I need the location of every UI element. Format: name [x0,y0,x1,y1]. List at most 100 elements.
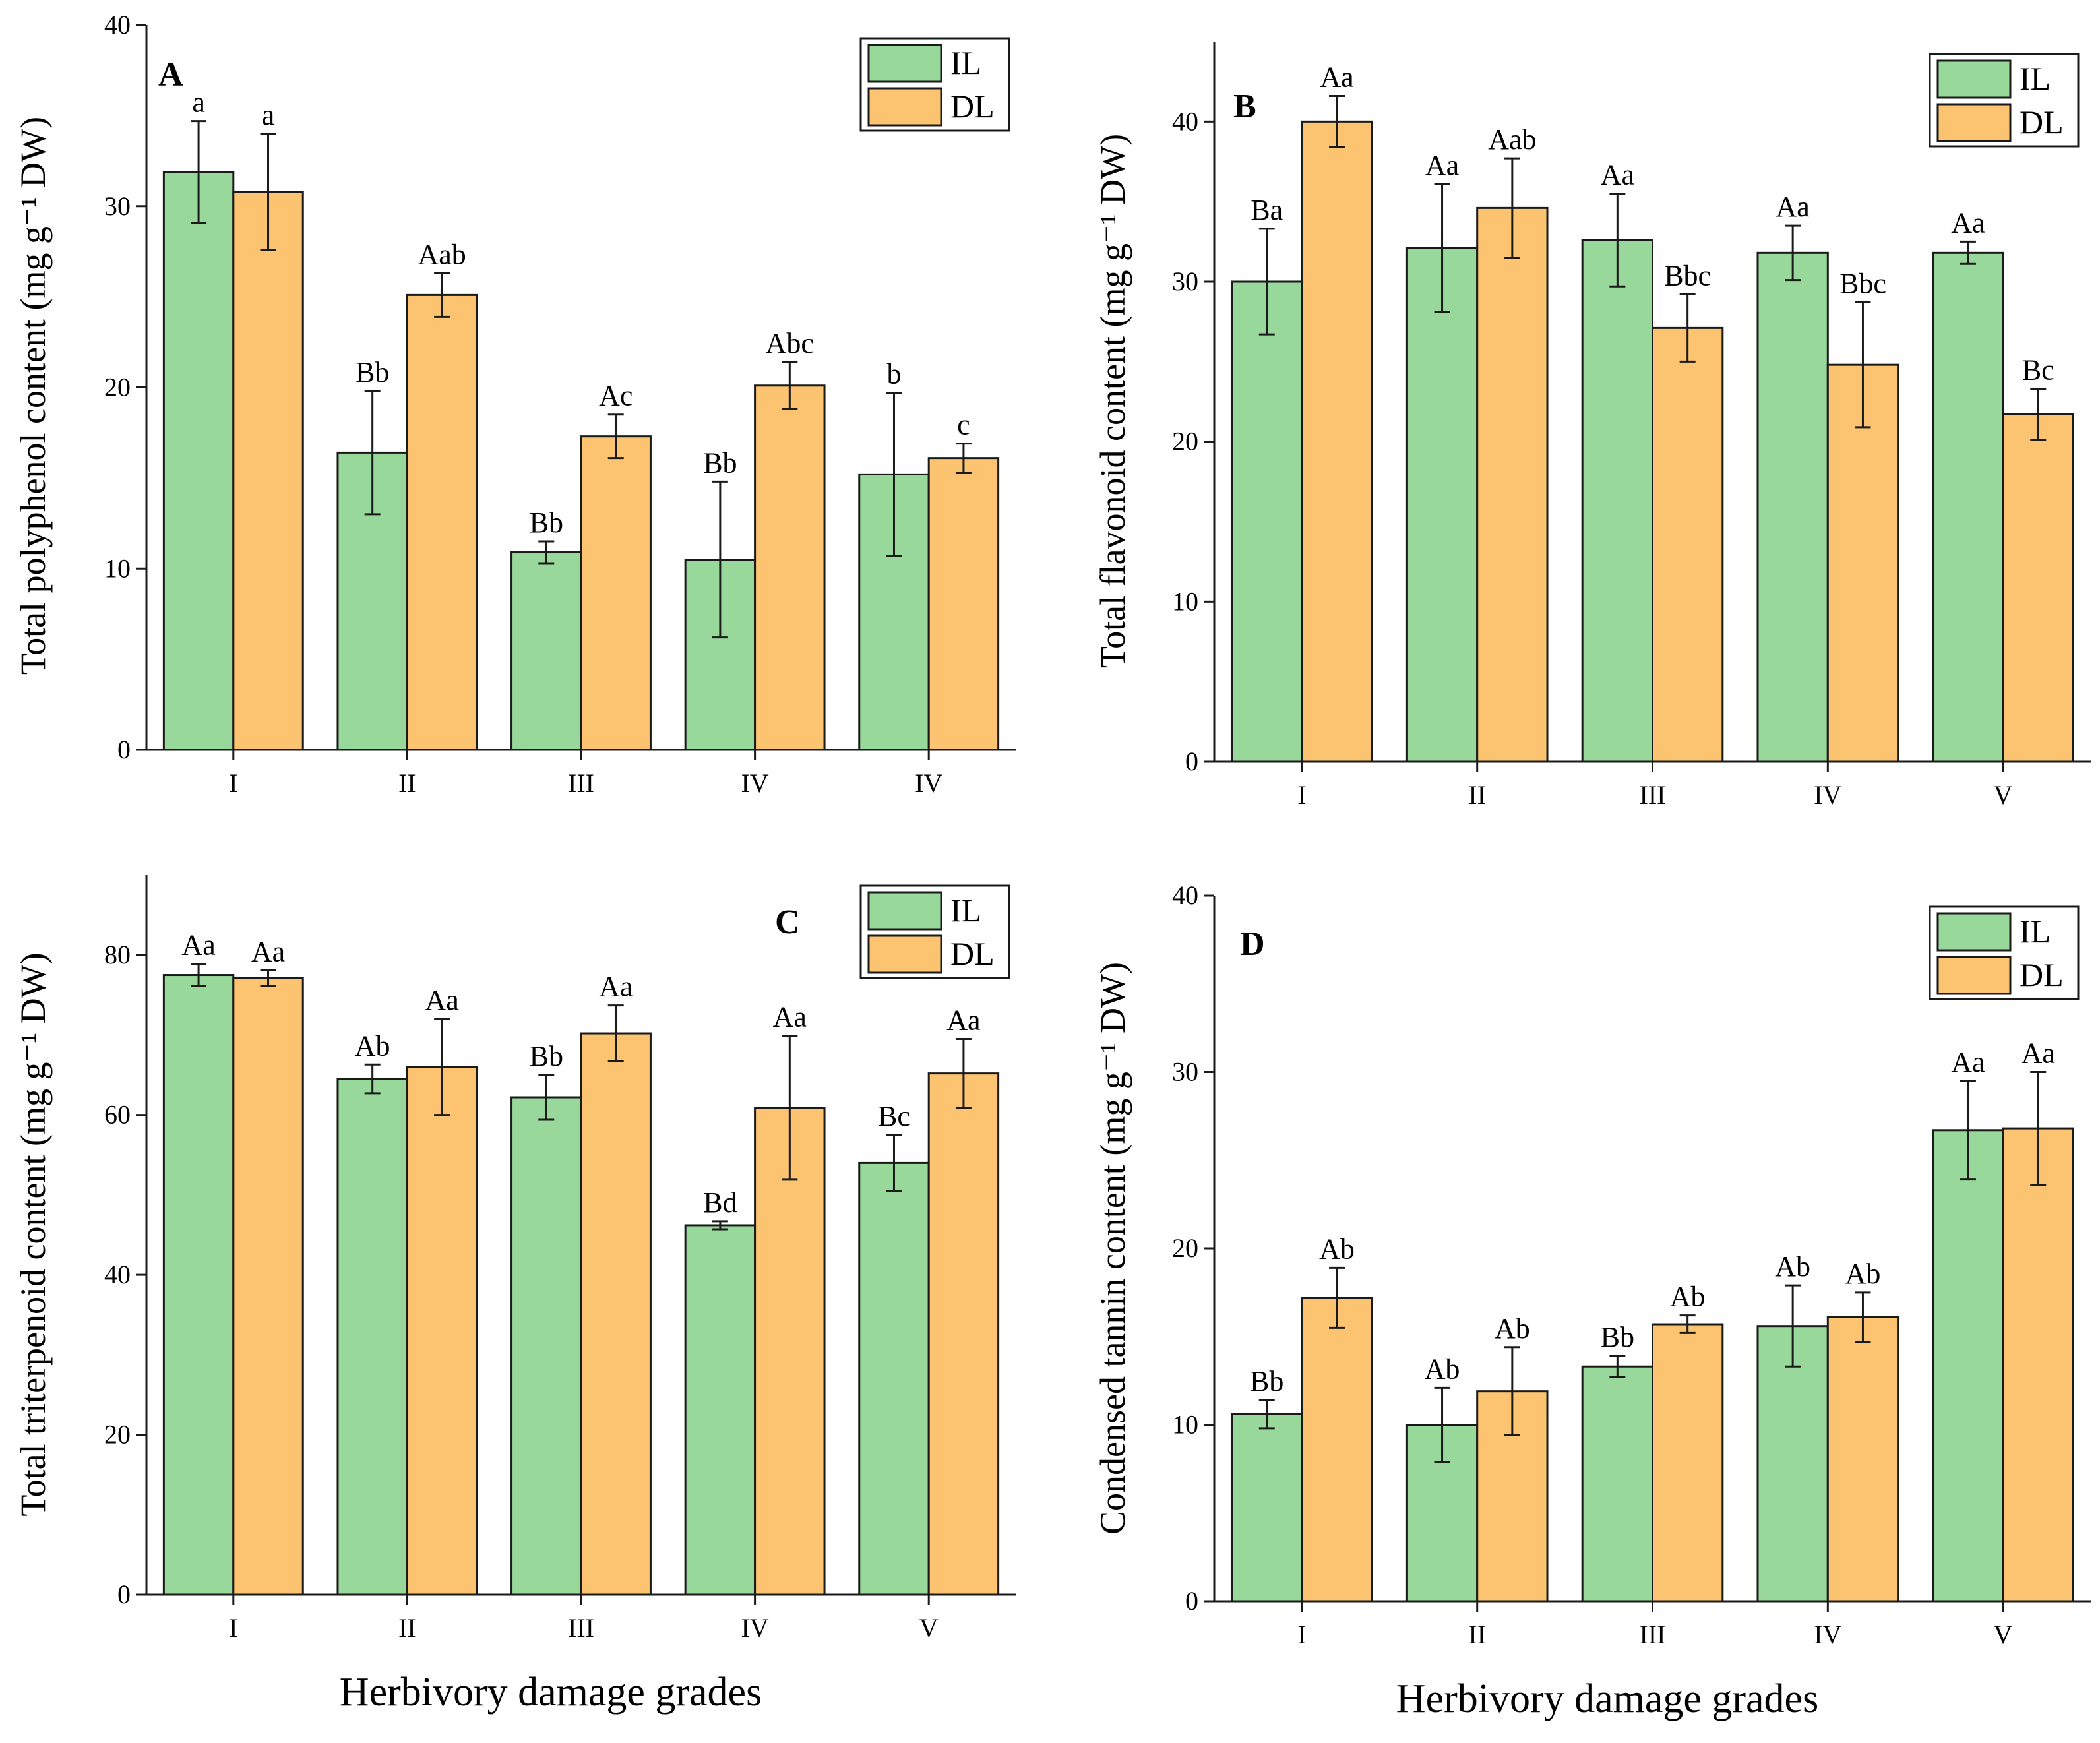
panel-c-bar-dl [754,1107,826,1596]
panel-c-bar-dl [232,977,304,1596]
panel-d-ytick-label: 40 [1172,880,1198,910]
panel-a-ytick-label: 0 [117,735,131,764]
panel-d-legend: IL DL [1929,905,2080,1000]
panel-d-significance-label: Bb [1601,1321,1634,1353]
panel-c-xtick-label: I [229,1613,237,1643]
panel-b-significance-label: Bc [2022,354,2054,386]
panel-d-significance-label: Ab [1425,1353,1460,1385]
panel-d-legend-label-dl: DL [2020,956,2064,993]
panel-d-bar-il [1581,1365,1653,1603]
panel-b-significance-label: Aa [1320,61,1353,94]
panel-d-significance-label: Ab [1319,1233,1355,1265]
panel-a-significance-label: Abc [766,327,814,359]
panel-d-xtick-label: II [1468,1620,1486,1649]
panel-d-xtick-label: V [1994,1620,2013,1649]
panel-c-bar-il [858,1161,930,1596]
x-axis-title-left: Herbivory damage grades [340,1670,762,1715]
panel-b-bar-il [1932,251,2004,763]
panel-c-significance-label: Bb [530,1040,563,1072]
panel-a: 0 10 20 30 40 Total polyphenol content (mg g⁻… [13,10,1016,798]
panel-c-y-axis-title: Total triterpenoid content (mg g⁻¹ DW) [13,952,53,1516]
panel-d-xtick-label: III [1640,1620,1666,1649]
panel-d-legend-swatch-il [1936,912,2012,952]
panel-b-bar-dl [2002,413,2074,763]
panel-a-y-axis-title: Total polyphenol content (mg g⁻¹ DW) [13,117,53,675]
panel-b-bar-dl [1652,326,1724,763]
panel-a-significance-label: a [262,99,275,131]
panel-b-legend-swatch-dl [1936,103,2012,142]
panel-c-xtick-label: II [398,1613,416,1643]
panel-a-xtick-label: IV [741,768,768,798]
panel-b-xtick-label: I [1297,780,1306,810]
panel-a-bar-il [510,551,582,751]
panel-b-legend-swatch-il [1936,59,2012,99]
panel-a-significance-label: b [886,358,901,390]
panel-a-xtick-label: I [229,768,237,798]
panel-d-ytick-label: 30 [1172,1057,1198,1087]
panel-b-xtick-label: III [1640,780,1666,810]
panel-c-significance-label: Bc [878,1100,910,1132]
panel-c-xtick-label: V [919,1613,939,1643]
panel-d-significance-label: Ab [1845,1258,1881,1290]
panel-c-significance-label: Aa [425,984,458,1016]
panel-a-xtick-label: III [568,768,594,798]
panel-b-xtick-label: V [1994,780,2013,810]
panel-b-panel-label: B [1233,88,1256,125]
panel-c-significance-label: Aa [773,1001,807,1033]
panel-a-bar-dl [232,191,304,751]
panel-b-bar-il [1231,280,1303,763]
panel-a-significance-label: a [192,86,205,119]
panel-c-legend-swatch-dl [867,934,942,974]
panel-d-significance-label: Aa [2022,1037,2055,1070]
panel-b-legend-label-dl: DL [2020,104,2064,140]
panel-c-bar-dl [406,1066,478,1596]
panel-a-legend-swatch-dl [867,87,942,127]
panel-d-y-axis-title: Condensed tannin content (mg g⁻¹ DW) [1093,962,1132,1535]
panel-d-legend-label-il: IL [2020,913,2051,950]
panel-a-significance-label: Bb [703,446,737,479]
panel-c-ytick-label: 80 [104,940,131,969]
panel-c-bar-dl [927,1072,1000,1596]
panel-d-bar-il [1932,1129,2004,1603]
panel-c-legend-swatch-il [867,891,942,931]
panel-a-bar-dl [754,384,826,751]
panel-a-legend-label-dl: DL [950,88,995,125]
panel-b-significance-label: Aa [1951,206,1985,239]
panel-a-significance-label: Bb [355,356,389,388]
panel-c-xtick-label: III [568,1613,594,1643]
panel-b-legend-label-il: IL [2020,60,2051,97]
panel-a-legend: IL DL [859,37,1010,132]
panel-b-ytick-label: 0 [1185,747,1198,776]
panel-c-panel-label: C [775,903,800,941]
panel-d-significance-label: Ab [1495,1312,1530,1345]
panel-b-significance-label: Bbc [1664,259,1711,291]
panel-d-legend-swatch-dl [1936,956,2012,995]
panel-b-bar-dl [1476,206,1549,763]
panel-b-bar-dl [1826,363,1899,763]
panel-a-bar-dl [927,457,1000,751]
panel-c-ytick-label: 40 [104,1260,131,1289]
panel-c-significance-label: Aa [181,929,215,962]
panel-d-significance-label: Aa [1951,1046,1985,1078]
panel-b-xtick-label: II [1468,780,1486,810]
panel-a-ytick-label: 40 [104,10,131,40]
panel-b-bar-il [1581,239,1653,763]
panel-c-bar-il [684,1224,757,1596]
panel-a-legend-swatch-il [867,44,942,83]
panel-d-bar-dl [1826,1316,1899,1603]
panel-d-bar-dl [2002,1127,2074,1603]
panel-d-significance-label: Bb [1250,1365,1283,1397]
panel-b-significance-label: Aa [1776,191,1809,223]
panel-c-legend-label-il: IL [950,892,981,929]
panel-c-legend: IL DL [859,884,1010,979]
panel-d-ytick-label: 20 [1172,1233,1198,1263]
panel-b-significance-label: Bbc [1839,268,1886,300]
panel-b-significance-label: Ba [1251,194,1283,226]
panel-c-bar-il [162,974,235,1596]
panel-d-bar-dl [1301,1297,1373,1603]
panel-c-xtick-label: IV [741,1613,768,1643]
panel-c-legend-label-dl: DL [950,935,995,972]
panel-b-legend: IL DL [1929,53,2080,148]
panel-d-xtick-label: I [1297,1620,1306,1649]
panel-b-bar-il [1405,247,1479,763]
